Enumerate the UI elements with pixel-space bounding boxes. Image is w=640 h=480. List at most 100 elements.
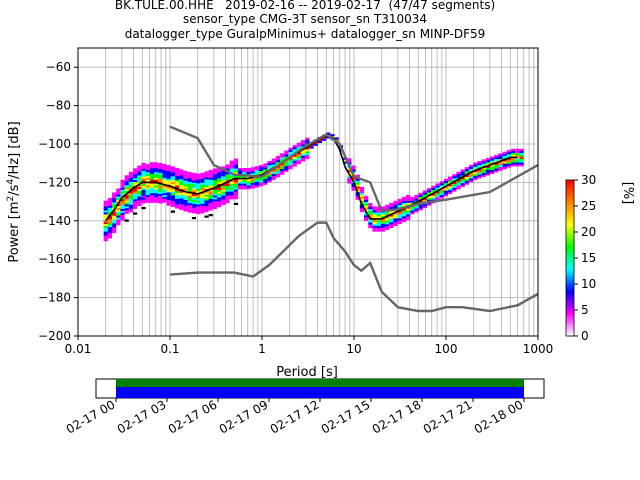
psd-bin — [212, 204, 218, 208]
psd-bin — [179, 200, 184, 203]
psd-bin — [107, 226, 113, 229]
psd-bin — [162, 171, 167, 174]
psd-bin — [145, 185, 150, 188]
psd-bin — [376, 229, 381, 232]
psd-bin — [431, 197, 436, 200]
psd-bin — [200, 209, 205, 212]
psd-bin — [229, 164, 234, 167]
psd-bin — [284, 169, 289, 172]
psd-bin — [347, 160, 352, 163]
psd-bin — [187, 210, 192, 213]
psd-bin — [250, 178, 255, 181]
psd-bin — [506, 150, 512, 153]
psd-bin — [414, 210, 419, 213]
psd-bin — [355, 186, 360, 189]
psd-bin — [460, 169, 465, 172]
psd-bin — [162, 198, 167, 201]
psd-bin — [464, 176, 470, 179]
psd-bin — [204, 203, 209, 207]
psd-bin — [141, 174, 146, 177]
psd-bin — [485, 169, 491, 172]
psd-bin — [221, 193, 226, 196]
psd-bin — [427, 190, 432, 193]
psd-bin — [414, 208, 419, 211]
psd-bin — [263, 178, 268, 182]
psd-bin — [490, 162, 495, 165]
psd-bin — [120, 212, 125, 215]
psd-bin — [280, 153, 285, 156]
psd-bin — [351, 182, 356, 186]
psd-bin — [393, 221, 398, 225]
psd-bin — [141, 199, 146, 202]
psd-bin — [158, 199, 163, 202]
psd-bin — [389, 210, 394, 213]
psd-bin — [406, 217, 411, 221]
psd-bin — [443, 178, 449, 182]
y-tick-label: −80 — [46, 99, 71, 113]
psd-bin — [418, 208, 423, 211]
psd-bin — [217, 179, 222, 183]
psd-bin — [448, 191, 453, 195]
psd-bin — [267, 172, 272, 175]
psd-bin — [380, 227, 386, 230]
psd-bin — [502, 157, 507, 160]
psd-bin — [183, 180, 188, 183]
psd-bin — [212, 172, 218, 175]
psd-bin — [191, 178, 197, 181]
psd-bin — [175, 183, 180, 186]
psd-bin — [141, 185, 146, 189]
psd-bin — [128, 194, 134, 198]
psd-bin — [464, 170, 470, 174]
psd-bin — [149, 177, 155, 180]
psd-bin — [128, 183, 134, 186]
psd-bin — [133, 175, 138, 179]
psd-bin — [389, 214, 394, 217]
psd-bin — [305, 149, 310, 152]
psd-bin — [212, 176, 218, 179]
psd-bin — [141, 195, 146, 198]
psd-bin — [481, 159, 486, 162]
psd-bin — [246, 183, 251, 186]
psd-bin — [305, 153, 310, 156]
psd-bin — [183, 172, 188, 176]
psd-bin — [166, 201, 171, 204]
psd-bin — [317, 140, 323, 144]
psd-bin — [196, 209, 201, 213]
psd-bin — [347, 167, 352, 171]
title-line-1: BK.TULE.00.HHE 2019-02-16 -- 2019-02-17 … — [114, 0, 496, 12]
psd-bin — [116, 205, 121, 208]
psd-bin — [292, 162, 297, 165]
psd-bin — [271, 173, 276, 177]
psd-bin — [116, 199, 121, 203]
psd-bin — [103, 214, 108, 217]
psd-bin — [145, 171, 150, 175]
psd-bin — [242, 169, 247, 173]
psd-bin — [112, 200, 117, 203]
psd-bin — [477, 166, 482, 169]
psd-bin — [107, 228, 113, 231]
psd-bin — [208, 204, 213, 207]
psd-bin — [372, 227, 377, 230]
psd-bin — [292, 154, 297, 157]
psd-bin — [204, 215, 209, 218]
psd-bin — [431, 193, 436, 196]
timeline-tick-label: 02-17 06 — [166, 397, 220, 436]
psd-bin — [137, 194, 142, 197]
psd-bin — [456, 175, 461, 178]
psd-bin — [267, 180, 272, 183]
psd-bin — [120, 210, 125, 213]
psd-bin — [380, 206, 386, 209]
psd-bin — [200, 178, 205, 181]
psd-bin — [200, 195, 205, 199]
timeline-tick-label: 02-17 21 — [421, 397, 475, 436]
psd-bin — [380, 219, 386, 223]
psd-bin — [246, 169, 251, 173]
psd-bin — [380, 223, 386, 226]
psd-bin — [229, 189, 234, 192]
plot-frame — [77, 47, 539, 337]
psd-bin — [137, 177, 142, 180]
psd-bin — [406, 210, 411, 213]
psd-bin — [141, 187, 146, 190]
psd-bin — [233, 189, 239, 192]
psd-bin — [208, 169, 213, 173]
